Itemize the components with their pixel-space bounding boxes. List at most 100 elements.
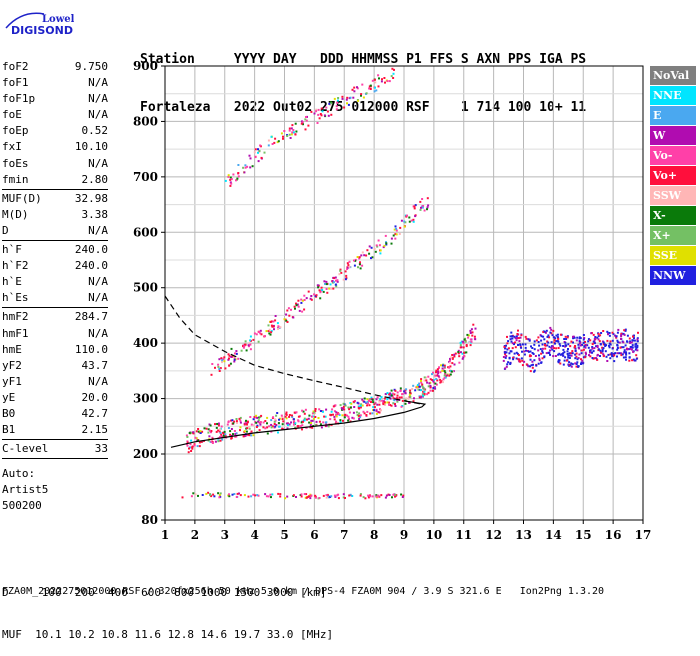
echo-point: [423, 209, 426, 212]
echo-point: [218, 368, 221, 370]
legend-item-nne: NNE: [650, 86, 696, 105]
echo-point: [181, 496, 184, 499]
echo-point: [336, 280, 339, 283]
echo-point: [537, 336, 540, 339]
param-row: hmF1 N/A: [2, 326, 108, 342]
echo-point: [556, 333, 559, 336]
echo-point: [554, 342, 556, 345]
echo-point: [427, 204, 430, 207]
echo-point: [578, 347, 581, 350]
echo-point: [356, 256, 359, 258]
echo-point: [610, 353, 613, 356]
echo-point: [632, 358, 635, 361]
echo-point: [506, 342, 509, 345]
echo-point: [439, 371, 442, 374]
legend-item-noval: NoVal: [650, 66, 696, 85]
param-separator: [2, 307, 108, 309]
echo-point: [275, 424, 278, 426]
echo-point: [300, 301, 303, 304]
echo-point: [217, 365, 220, 368]
param-row: C-level 33: [2, 441, 108, 457]
echo-point: [443, 374, 446, 377]
echo-point: [229, 178, 232, 181]
echo-point: [558, 352, 561, 355]
echo-point: [348, 411, 351, 414]
echo-point: [237, 175, 240, 178]
echo-point: [214, 440, 217, 443]
echo-point: [538, 357, 541, 360]
echo-point: [298, 309, 301, 312]
param-name: foF1p: [2, 92, 36, 106]
echo-point: [516, 333, 519, 335]
echo-point: [398, 233, 401, 235]
echo-point: [230, 178, 233, 181]
echo-point: [235, 352, 238, 355]
echo-point: [609, 340, 612, 343]
echo-point: [243, 430, 246, 433]
echo-point: [575, 355, 578, 358]
param-separator: [2, 240, 108, 242]
param-row: h`F 240.0: [2, 242, 108, 258]
echo-point: [587, 346, 590, 349]
x-tick-label: 1: [161, 528, 169, 542]
echo-point: [285, 422, 288, 425]
echo-point: [366, 249, 369, 252]
echo-point: [445, 375, 448, 378]
echo-point: [353, 86, 356, 89]
echo-point: [394, 403, 396, 406]
echo-point: [510, 340, 513, 343]
param-row: foF2 9.750: [2, 59, 108, 75]
echo-point: [565, 359, 568, 362]
echo-point: [256, 416, 259, 419]
echo-point: [609, 353, 612, 356]
echo-point: [274, 137, 277, 140]
echo-point: [418, 382, 421, 385]
echo-point: [295, 411, 298, 414]
echo-point: [268, 328, 271, 331]
echo-point: [407, 397, 410, 400]
y-tick-label: 80: [141, 513, 158, 527]
echo-point: [345, 274, 348, 277]
echo-point: [243, 345, 246, 348]
echo-point: [575, 363, 578, 365]
echo-point: [218, 494, 221, 497]
echo-point: [410, 219, 413, 222]
echo-point: [242, 166, 245, 169]
echo-point: [624, 328, 627, 331]
echo-point: [341, 95, 344, 98]
echo-point: [404, 389, 407, 392]
param-value: N/A: [88, 374, 108, 388]
echo-point: [307, 124, 310, 127]
legend-item-nnw: NNW: [650, 266, 696, 285]
param-value: N/A: [88, 291, 108, 305]
echo-point: [318, 497, 321, 499]
echo-point: [538, 359, 541, 362]
echo-point: [290, 308, 292, 311]
echo-point: [467, 336, 470, 339]
echo-point: [302, 123, 304, 126]
echo-point: [295, 130, 298, 133]
echo-point: [353, 264, 356, 267]
echo-point: [228, 493, 230, 496]
echo-point: [622, 341, 625, 344]
echo-point: [354, 259, 357, 262]
echo-point: [224, 179, 227, 182]
echo-point: [339, 269, 342, 272]
echo-point: [505, 351, 508, 354]
echo-point: [443, 370, 446, 373]
param-value: 42.7: [81, 406, 109, 420]
echo-point: [400, 405, 403, 408]
echo-point: [519, 336, 522, 339]
echo-point: [228, 495, 231, 498]
echo-point: [273, 141, 276, 144]
echo-point: [353, 406, 356, 408]
echo-point: [341, 414, 344, 417]
echo-point: [322, 290, 325, 293]
echo-point: [431, 373, 433, 376]
echo-point: [506, 335, 508, 338]
echo-point: [301, 121, 304, 124]
echo-point: [577, 365, 579, 368]
y-tick-label: 200: [133, 447, 158, 461]
echo-point: [231, 493, 234, 496]
echo-point: [320, 107, 323, 110]
